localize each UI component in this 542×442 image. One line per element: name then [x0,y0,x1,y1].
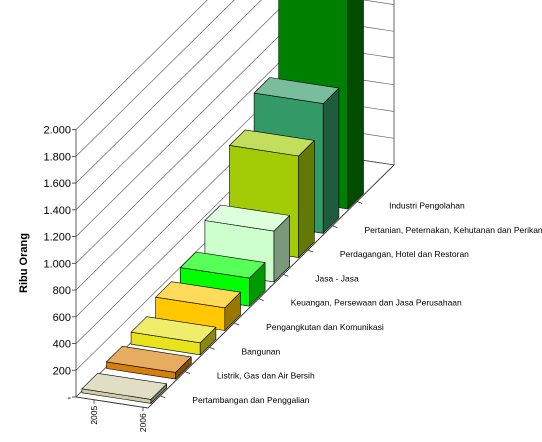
x-tick-label: 2006 [138,413,148,432]
category-label: Perdagangan, Hotel dan Restoran [340,249,469,259]
y-tick-label: 200 [53,365,71,377]
bar-9-side [348,0,364,209]
y-tick-label: 800 [53,285,71,297]
category-tick-mark [308,250,313,252]
y-tick-label: 1.400 [43,205,71,217]
category-tick-mark [259,299,264,301]
y-tick-label: 1.200 [43,232,71,244]
category-label: Listrik, Gas dan Air Bersih [217,371,315,381]
category-label: Pengangkutan dan Komunikasi [266,322,384,332]
y-tick-label: - [67,392,71,404]
category-label: Pertanian, Peternakan, Kehutanan dan Per… [365,225,542,235]
category-tick-mark [185,372,190,374]
category-tick-mark [160,396,165,398]
category-label: Jasa - Jasa [315,273,359,283]
x-tick-label: 2005 [89,405,99,424]
category-label: Keuangan, Persewaan dan Jasa Perusahaan [291,298,462,308]
category-label: Industri Pengolahan [389,200,465,210]
category-tick-mark [283,274,288,276]
category-tick-mark [210,347,215,349]
y-tick-label: 2.000 [43,125,71,137]
category-tick-mark [333,226,338,228]
bar-7-side [299,140,315,257]
category-label: Bangunan [242,346,281,356]
category-tick-mark [234,323,239,325]
y-axis-title: Ribu Orang [18,233,30,293]
y-tick-label: 1.000 [43,258,71,270]
category-tick-mark [357,201,362,203]
bar-8-side [323,88,339,233]
y-tick-label: 600 [53,312,71,324]
y-tick-label: 1.600 [43,178,71,190]
category-label: Pertambangan dan Penggalian [192,395,309,405]
y-tick-label: 400 [53,339,71,351]
y-tick-label: 1.800 [43,151,71,163]
